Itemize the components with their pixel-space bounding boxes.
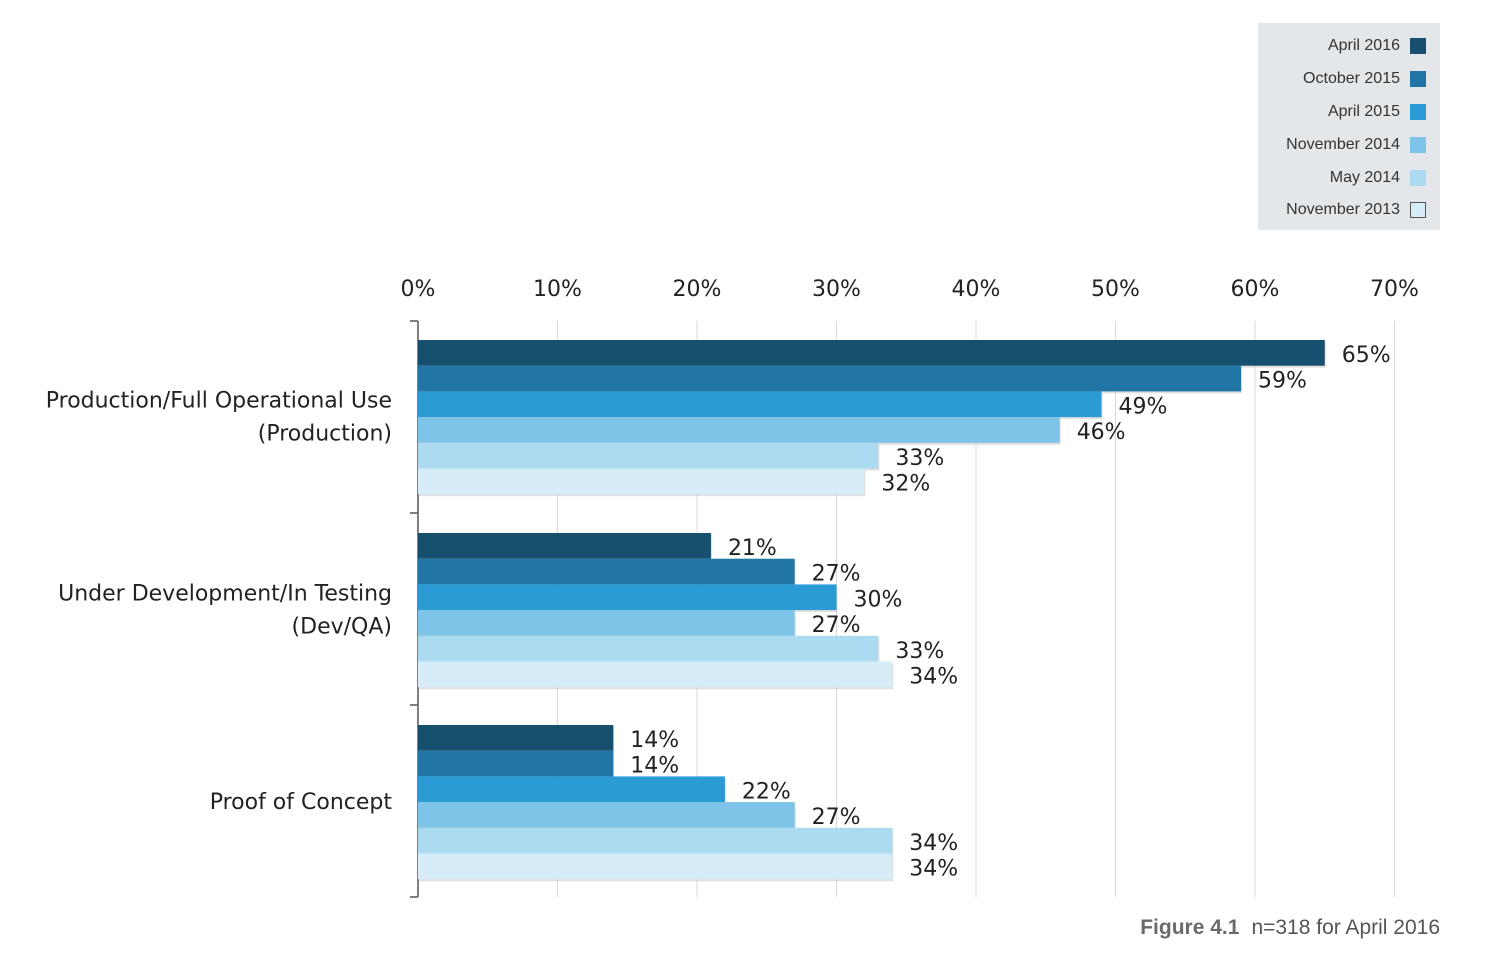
bar	[418, 468, 865, 495]
legend-item: October 2015	[1258, 63, 1440, 96]
bar	[418, 340, 1325, 366]
data-label: 46%	[1077, 420, 1126, 445]
bar	[418, 853, 893, 880]
bar	[418, 391, 1102, 418]
legend-item: May 2014	[1258, 161, 1440, 194]
category-label: Proof of Concept	[210, 790, 393, 815]
bar	[418, 776, 725, 803]
legend-swatch	[1410, 169, 1426, 186]
bar	[418, 365, 1242, 392]
legend-label: November 2013	[1286, 201, 1400, 219]
data-label: 32%	[881, 472, 930, 497]
legend-swatch	[1410, 202, 1426, 219]
x-tick-label: 30%	[812, 277, 861, 302]
data-label: 22%	[742, 779, 791, 804]
figure-note: n=318 for April 2016	[1251, 916, 1440, 939]
bar	[418, 442, 879, 469]
data-label: 27%	[812, 562, 861, 587]
data-label: 30%	[854, 587, 903, 612]
category-labels: Production/Full Operational Use (Producti…	[46, 389, 393, 815]
bar	[418, 635, 879, 662]
bar	[418, 827, 893, 854]
data-label: 49%	[1119, 394, 1168, 419]
data-label: 34%	[909, 831, 958, 856]
x-tick-label: 0%	[401, 277, 436, 302]
x-tick-label: 20%	[673, 277, 722, 302]
bar	[418, 750, 614, 777]
data-label: 27%	[812, 805, 861, 830]
bar	[418, 610, 795, 636]
figure-caption: Figure 4.1 n=318 for April 2016	[1140, 916, 1440, 940]
legend-label: May 2014	[1329, 168, 1400, 186]
category-label: Production/Full Operational Use	[46, 389, 392, 414]
legend-label: April 2015	[1327, 102, 1400, 120]
legend-item: April 2015	[1258, 96, 1440, 129]
legend-label: October 2015	[1303, 70, 1400, 88]
x-tick-label: 70%	[1370, 277, 1419, 302]
bar	[418, 558, 795, 585]
data-label: 33%	[895, 446, 944, 471]
bars	[418, 340, 1326, 882]
data-label: 21%	[728, 536, 777, 561]
data-label: 65%	[1342, 343, 1391, 368]
bar	[418, 725, 614, 751]
x-tick-label: 50%	[1091, 277, 1140, 302]
x-tick-label: 40%	[952, 277, 1001, 302]
x-tick-labels: 0% 10% 20% 30% 40% 50% 60% 70%	[401, 277, 1419, 302]
category-label: (Production)	[258, 422, 392, 447]
category-label: (Dev/QA)	[292, 615, 392, 640]
bar	[418, 533, 711, 559]
figure-label: Figure 4.1	[1140, 916, 1240, 939]
data-labels: 65%59%49%46%33%32%21%27%30%27%33%34%14%1…	[630, 343, 1390, 882]
legend-item: November 2013	[1258, 194, 1440, 227]
legend-swatch	[1410, 71, 1426, 88]
data-label: 14%	[630, 728, 679, 753]
x-tick-label: 10%	[533, 277, 582, 302]
data-label: 14%	[630, 754, 679, 779]
legend-item: November 2014	[1258, 128, 1440, 161]
bar	[418, 802, 795, 828]
category-axis	[410, 320, 419, 898]
data-label: 59%	[1258, 369, 1307, 394]
data-label: 34%	[909, 665, 958, 690]
legend-swatch	[1410, 38, 1426, 55]
category-label: Under Development/In Testing	[58, 582, 392, 607]
bar	[418, 417, 1060, 443]
bar	[418, 661, 893, 688]
data-label: 34%	[909, 857, 958, 882]
data-label: 33%	[895, 639, 944, 664]
legend-label: November 2014	[1286, 135, 1400, 153]
data-label: 27%	[812, 613, 861, 638]
legend-label: April 2016	[1327, 37, 1400, 55]
legend-item: April 2016	[1258, 30, 1440, 63]
legend-swatch	[1410, 136, 1426, 153]
bar	[418, 584, 837, 611]
legend-swatch	[1410, 103, 1426, 120]
legend: April 2016 October 2015 April 2015 Novem…	[1258, 23, 1440, 230]
x-tick-label: 60%	[1231, 277, 1280, 302]
